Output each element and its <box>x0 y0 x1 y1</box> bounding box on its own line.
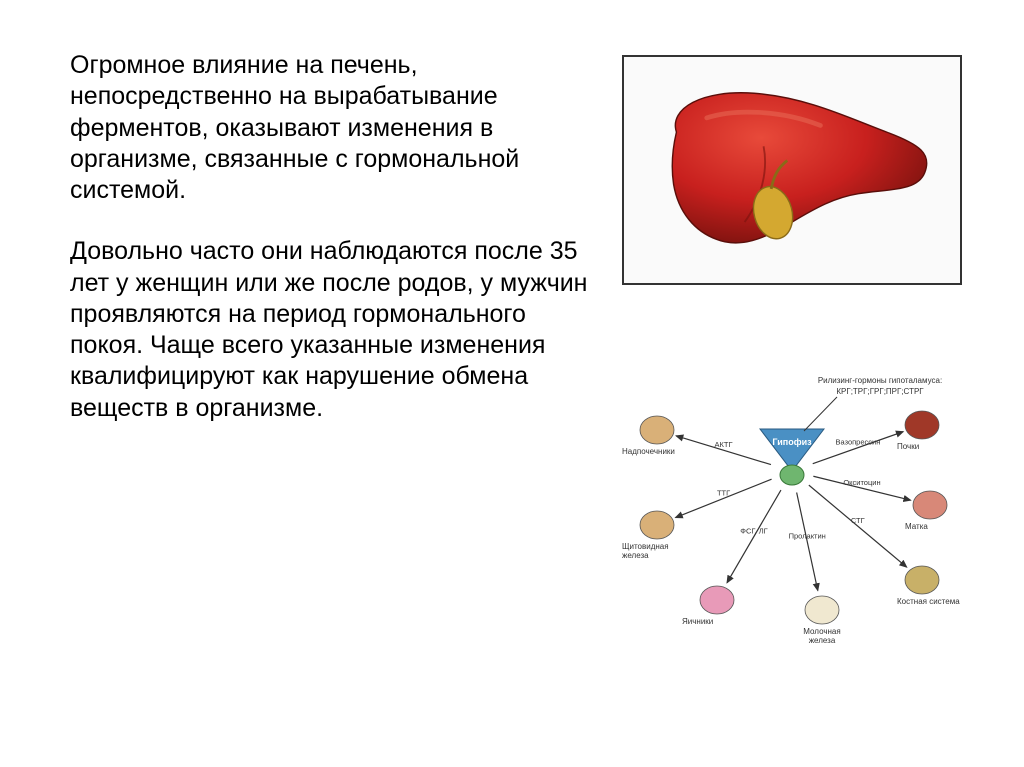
svg-text:ФСГ, ЛГ: ФСГ, ЛГ <box>740 526 767 535</box>
paragraph-1: Огромное влияние на печень, непосредстве… <box>70 50 590 206</box>
hormone-node-label: Почки <box>897 443 977 452</box>
svg-text:Окситоцин: Окситоцин <box>843 478 880 487</box>
hormone-node-label: Костная система <box>897 598 977 607</box>
svg-text:КРГ;ТРГ;ГРГ;ПРГ;СТРГ: КРГ;ТРГ;ГРГ;ПРГ;СТРГ <box>836 387 924 396</box>
svg-text:ТТГ: ТТГ <box>717 488 730 497</box>
paragraph-2: Довольно часто они наблюдаются после 35 … <box>70 236 590 424</box>
image-column: АКТГ ТТГ ФСГ, ЛГ Пролактин СТГ Окситоцин Вазоп… <box>620 50 964 717</box>
slide: Огромное влияние на печень, непосредстве… <box>0 0 1024 767</box>
svg-text:АКТГ: АКТГ <box>715 440 733 449</box>
svg-text:СТГ: СТГ <box>851 516 865 525</box>
hormone-node-label: Щитовиднаяжелеза <box>622 543 702 561</box>
hormone-node-label: Матка <box>905 523 985 532</box>
text-column: Огромное влияние на печень, непосредстве… <box>70 50 590 717</box>
svg-text:Гипофиз: Гипофиз <box>772 437 812 447</box>
hormone-diagram: АКТГ ТТГ ФСГ, ЛГ Пролактин СТГ Окситоцин Вазоп… <box>622 335 962 645</box>
liver-icon <box>647 80 937 260</box>
svg-text:Вазопрессин: Вазопрессин <box>836 438 881 447</box>
svg-text:Пролактин: Пролактин <box>789 531 826 540</box>
hormone-node-label: Яичники <box>682 618 762 627</box>
svg-text:Рилизинг-гормоны гипоталамуса:: Рилизинг-гормоны гипоталамуса: <box>818 376 942 385</box>
hormone-node-label: Молочнаяжелеза <box>782 628 862 646</box>
hormone-node-label: Надпочечники <box>622 448 702 457</box>
liver-illustration <box>622 55 962 285</box>
